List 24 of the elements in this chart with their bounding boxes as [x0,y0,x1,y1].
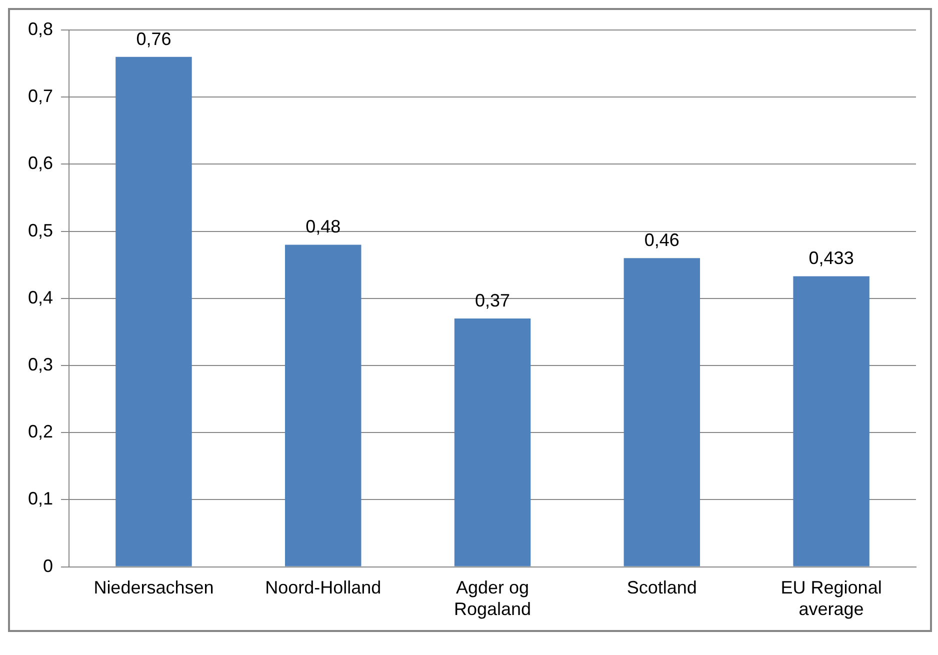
y-tick-label: 0,3 [28,354,54,374]
x-tick-label: Noord-Holland [265,578,382,598]
bar [454,318,531,566]
y-tick-label: 0,7 [28,86,54,106]
bar [793,276,870,566]
data-label: 0,76 [136,28,172,49]
y-tick-label: 0,5 [28,220,54,240]
x-tick-label: Niedersachsen [94,578,214,598]
data-label: 0,46 [644,230,680,250]
bar [624,258,700,566]
data-label: 0,48 [306,216,341,237]
bar [285,244,362,566]
y-tick-label: 0 [43,556,54,576]
y-tick-label: 0,6 [28,153,54,174]
y-tick-label: 0,2 [28,422,54,442]
bar [116,56,192,566]
data-label: 0,433 [808,248,854,268]
x-tick-label: EU Regional average [780,578,882,620]
y-tick-label: 0,8 [28,18,54,39]
x-tick-label: Agder og Rogaland [454,578,532,620]
data-label: 0,37 [474,290,510,310]
y-tick-label: 0,1 [28,488,54,509]
x-tick-label: Scotland [626,578,697,598]
y-tick-label: 0,4 [28,287,54,308]
